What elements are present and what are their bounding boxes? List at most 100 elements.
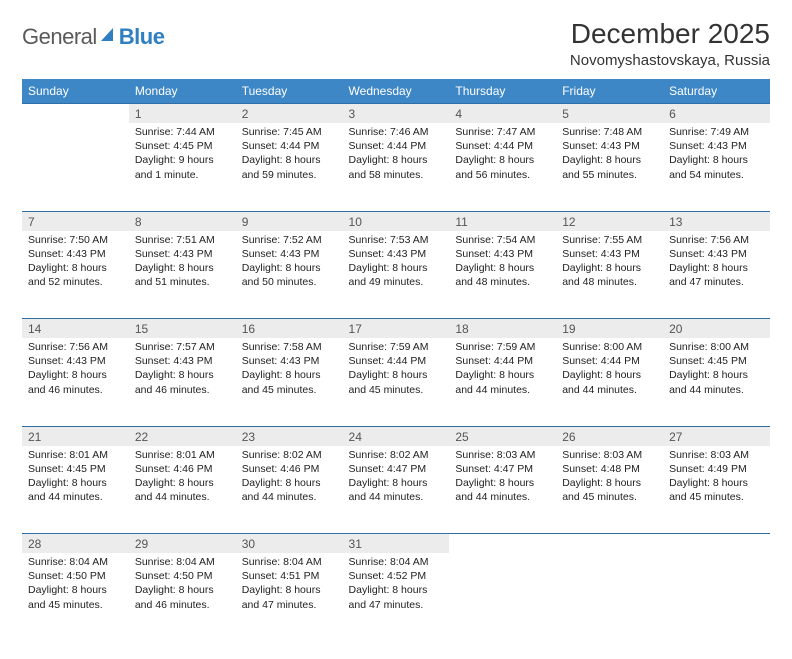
sunset-line: Sunset: 4:43 PM xyxy=(349,247,444,261)
sunset-line: Sunset: 4:51 PM xyxy=(242,569,337,583)
sunrise-line: Sunrise: 7:56 AM xyxy=(28,340,123,354)
daylight-line: Daylight: 8 hours and 46 minutes. xyxy=(135,583,230,611)
daylight-line: Daylight: 8 hours and 52 minutes. xyxy=(28,261,123,289)
day-cell: Sunrise: 7:54 AMSunset: 4:43 PMDaylight:… xyxy=(449,231,556,319)
dow-wednesday: Wednesday xyxy=(343,79,450,104)
day-cell: Sunrise: 7:49 AMSunset: 4:43 PMDaylight:… xyxy=(663,123,770,211)
day-cell: Sunrise: 7:47 AMSunset: 4:44 PMDaylight:… xyxy=(449,123,556,211)
sunrise-line: Sunrise: 8:00 AM xyxy=(669,340,764,354)
day-info-row: Sunrise: 7:50 AMSunset: 4:43 PMDaylight:… xyxy=(22,231,770,319)
day-number: 13 xyxy=(663,211,770,231)
day-number-row: 123456 xyxy=(22,104,770,124)
sunset-line: Sunset: 4:43 PM xyxy=(242,247,337,261)
location: Novomyshastovskaya, Russia xyxy=(570,52,770,69)
day-info-row: Sunrise: 7:56 AM Sunset: 4:43 PM Daylight:… xyxy=(22,338,770,426)
day-number: 5 xyxy=(556,104,663,124)
sunset-line: Sunset: 4:45 PM xyxy=(669,354,764,368)
day-cell: Sunrise: 7:45 AMSunset: 4:44 PMDaylight:… xyxy=(236,123,343,211)
dow-thursday: Thursday xyxy=(449,79,556,104)
day-cell: Sunrise: 8:02 AMSunset: 4:47 PMDaylight:… xyxy=(343,446,450,534)
sunset-line: Sunset: 4:43 PM xyxy=(669,247,764,261)
day-cell: Sunrise: 8:01 AMSunset: 4:46 PMDaylight:… xyxy=(129,446,236,534)
day-number: 18 xyxy=(449,319,556,339)
dow-friday: Friday xyxy=(556,79,663,104)
daylight-line: Daylight: 8 hours and 44 minutes. xyxy=(669,368,764,396)
daylight-line: Daylight: 8 hours and 51 minutes. xyxy=(135,261,230,289)
day-info-row: Sunrise: 8:01 AMSunset: 4:45 PMDaylight:… xyxy=(22,446,770,534)
daylight-line: Daylight: 8 hours and 44 minutes. xyxy=(455,368,550,396)
day-cell: Sunrise: 7:59 AMSunset: 4:44 PMDaylight:… xyxy=(343,338,450,426)
day-cell: Sunrise: 8:04 AMSunset: 4:51 PMDaylight:… xyxy=(236,553,343,641)
daylight-line: Daylight: 8 hours and 55 minutes. xyxy=(562,153,657,181)
sunrise-line: Sunrise: 8:02 AM xyxy=(242,448,337,462)
sunset-line: Sunset: 4:44 PM xyxy=(455,139,550,153)
day-number: 16 xyxy=(236,319,343,339)
sunrise-line: Sunrise: 8:03 AM xyxy=(562,448,657,462)
sunrise-line: Sunrise: 7:59 AM xyxy=(349,340,444,354)
day-number: 9 xyxy=(236,211,343,231)
day-number-row: 28293031 xyxy=(22,534,770,554)
day-cell: Sunrise: 8:04 AMSunset: 4:50 PMDaylight:… xyxy=(22,553,129,641)
sunset-line: Sunset: 4:52 PM xyxy=(349,569,444,583)
day-info-row: Sunrise: 7:44 AMSunset: 4:45 PM Daylight:… xyxy=(22,123,770,211)
sunrise-line: Sunrise: 7:55 AM xyxy=(562,233,657,247)
sunset-line: Sunset: 4:46 PM xyxy=(135,462,230,476)
daylight-line: Daylight: 8 hours and 44 minutes. xyxy=(349,476,444,504)
day-cell: Sunrise: 7:56 AMSunset: 4:43 PMDaylight:… xyxy=(663,231,770,319)
sunrise-line: Sunrise: 7:46 AM xyxy=(349,125,444,139)
day-cell: Sunrise: 8:02 AMSunset: 4:46 PMDaylight:… xyxy=(236,446,343,534)
empty-day-cell xyxy=(663,553,770,641)
sunset-line: Sunset: 4:47 PM xyxy=(349,462,444,476)
daylight-line: Daylight: 8 hours and 48 minutes. xyxy=(562,261,657,289)
sunset-line: Sunset: 4:45 PM xyxy=(135,139,230,153)
sunset-line: Sunset: 4:44 PM xyxy=(349,354,444,368)
sunrise-line: Sunrise: 7:50 AM xyxy=(28,233,123,247)
day-cell: Sunrise: 8:03 AMSunset: 4:49 PMDaylight:… xyxy=(663,446,770,534)
sunrise-line: Sunrise: 8:02 AM xyxy=(349,448,444,462)
sunrise-line: Sunrise: 8:03 AM xyxy=(455,448,550,462)
sunset-line: Sunset: 4:44 PM xyxy=(562,354,657,368)
day-cell: Sunrise: 7:53 AMSunset: 4:43 PMDaylight:… xyxy=(343,231,450,319)
daylight-line: Daylight: 8 hours and 47 minutes. xyxy=(349,583,444,611)
day-cell: Sunrise: 7:58 AMSunset: 4:43 PMDaylight:… xyxy=(236,338,343,426)
sunrise-line: Sunrise: 7:48 AM xyxy=(562,125,657,139)
sunset-line: Sunset: 4:48 PM xyxy=(562,462,657,476)
day-cell: Sunrise: 7:50 AMSunset: 4:43 PMDaylight:… xyxy=(22,231,129,319)
sunset-line: Sunset: 4:44 PM xyxy=(349,139,444,153)
dow-monday: Monday xyxy=(129,79,236,104)
day-number: 31 xyxy=(343,534,450,554)
sunset-line: Sunset: 4:45 PM xyxy=(28,462,123,476)
dow-tuesday: Tuesday xyxy=(236,79,343,104)
day-cell: Sunrise: 8:03 AMSunset: 4:47 PMDaylight:… xyxy=(449,446,556,534)
day-cell: Sunrise: 7:55 AMSunset: 4:43 PMDaylight:… xyxy=(556,231,663,319)
daylight-line: Daylight: 8 hours and 56 minutes. xyxy=(455,153,550,181)
sunset-line: Sunset: 4:47 PM xyxy=(455,462,550,476)
day-number: 23 xyxy=(236,426,343,446)
day-number: 8 xyxy=(129,211,236,231)
sunrise-line: Sunrise: 7:44 AM xyxy=(135,125,230,139)
sunset-line: Sunset: 4:43 PM xyxy=(562,139,657,153)
day-info-row: Sunrise: 8:04 AMSunset: 4:50 PMDaylight:… xyxy=(22,553,770,641)
empty-day-number xyxy=(663,534,770,554)
sunrise-line: Sunrise: 8:01 AM xyxy=(28,448,123,462)
sunrise-line: Sunrise: 7:45 AM xyxy=(242,125,337,139)
day-number: 21 xyxy=(22,426,129,446)
day-number: 11 xyxy=(449,211,556,231)
sunset-line: Sunset: 4:43 PM xyxy=(28,247,123,261)
day-number: 26 xyxy=(556,426,663,446)
daylight-line: Daylight: 8 hours and 50 minutes. xyxy=(242,261,337,289)
sunset-line: Sunset: 4:44 PM xyxy=(455,354,550,368)
day-number-row: 21222324252627 xyxy=(22,426,770,446)
sunset-line: Sunset: 4:43 PM xyxy=(242,354,337,368)
empty-day-number xyxy=(556,534,663,554)
sunset-line: Sunset: 4:43 PM xyxy=(669,139,764,153)
sunset-line: Sunset: 4:43 PM xyxy=(135,354,230,368)
day-cell: Sunrise: 8:03 AMSunset: 4:48 PMDaylight:… xyxy=(556,446,663,534)
sunrise-line: Sunrise: 7:51 AM xyxy=(135,233,230,247)
day-number: 1 xyxy=(129,104,236,124)
day-cell: Sunrise: 7:56 AMSunset: 4:43 PMDaylight:… xyxy=(22,338,129,426)
sunset-line: Sunset: 4:50 PM xyxy=(135,569,230,583)
day-cell: Sunrise: 8:04 AMSunset: 4:50 PMDaylight:… xyxy=(129,553,236,641)
day-number: 30 xyxy=(236,534,343,554)
sunrise-line: Sunrise: 8:01 AM xyxy=(135,448,230,462)
